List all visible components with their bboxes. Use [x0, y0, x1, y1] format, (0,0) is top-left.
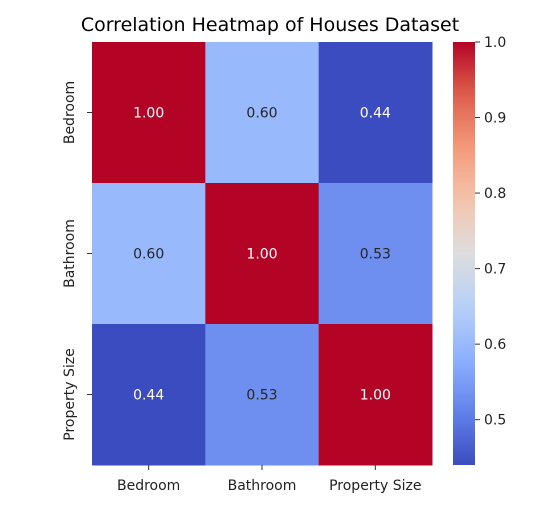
y-axis-ticks: Bedroom Bathroom Property Size [62, 81, 92, 441]
heatmap-cell-r1-c0 [92, 183, 206, 325]
colorbar-tick-label: 0.8 [484, 186, 506, 202]
colorbar-gradient [453, 42, 475, 465]
heatmap-cell-r2-c0 [92, 324, 206, 466]
heatmap-cell-r1-c2 [318, 183, 433, 325]
x-tick-label: Property Size [329, 478, 421, 494]
heatmap-cells [92, 42, 433, 466]
cell-value-label: 0.53 [360, 247, 391, 263]
cell-value-label: 0.44 [360, 106, 391, 122]
colorbar: 0.5 0.6 0.7 0.8 0.9 1.0 [453, 35, 506, 465]
cell-value-label: 1.00 [246, 247, 277, 263]
x-tick-label: Bedroom [117, 478, 180, 494]
heatmap-cell-r2-c1 [205, 324, 320, 466]
heatmap-cell-r0-c0 [92, 42, 206, 184]
y-tick-label: Bathroom [62, 219, 78, 288]
colorbar-tick-label: 1.0 [484, 35, 506, 51]
colorbar-tick-label: 0.7 [484, 262, 506, 278]
cell-value-label: 0.53 [246, 388, 277, 404]
x-tick-label: Bathroom [228, 478, 297, 494]
colorbar-tick-label: 0.9 [484, 111, 506, 127]
heatmap-cell-labels: 1.00 0.60 0.44 0.60 1.00 0.53 0.44 0.53 1.00 [133, 106, 391, 404]
cell-value-label: 0.60 [133, 247, 164, 263]
cell-value-label: 0.60 [246, 106, 277, 122]
heatmap-cell-r0-c1 [205, 42, 320, 184]
y-tick-label: Property Size [62, 348, 78, 440]
chart-title: Correlation Heatmap of Houses Dataset [81, 14, 459, 36]
colorbar-tick-label: 0.5 [484, 413, 506, 429]
y-tick-label: Bedroom [62, 81, 78, 144]
cell-value-label: 1.00 [133, 106, 164, 122]
heatmap-cell-r1-c1 [205, 183, 320, 325]
heatmap-cell-r0-c2 [318, 42, 433, 184]
colorbar-tick-label: 0.6 [484, 337, 506, 353]
cell-value-label: 1.00 [360, 388, 391, 404]
cell-value-label: 0.44 [133, 388, 164, 404]
heatmap-cell-r2-c2 [318, 324, 433, 466]
x-axis-ticks: Bedroom Bathroom Property Size [117, 465, 422, 494]
